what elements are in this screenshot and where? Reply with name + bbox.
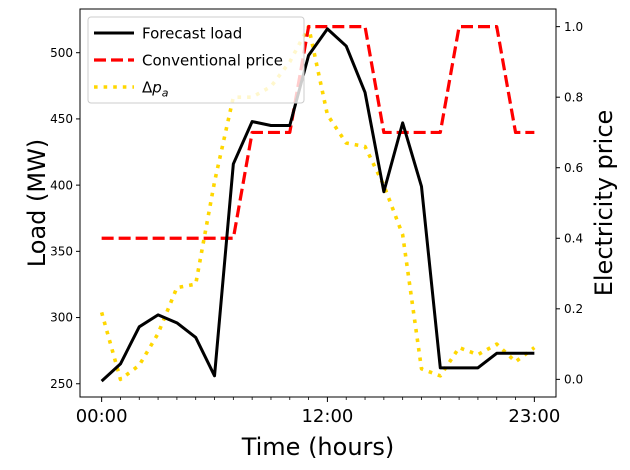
y-right-tick-label: 0.2 bbox=[564, 302, 583, 316]
y-left-tick-label: 400 bbox=[50, 178, 73, 192]
plot-frame bbox=[79, 8, 557, 398]
legend-box bbox=[87, 16, 305, 104]
y-left-tick-label: 450 bbox=[50, 112, 73, 126]
series-line-conventional-price bbox=[101, 25, 535, 240]
y-left-tick-label: 350 bbox=[50, 245, 73, 259]
legend-label: Δpa bbox=[142, 79, 169, 100]
series-line-forecast-load bbox=[100, 27, 535, 383]
y-right-tick-label: 0.8 bbox=[564, 90, 583, 104]
plot-area bbox=[99, 24, 536, 383]
y-left-tick-label: 300 bbox=[50, 311, 73, 325]
legend-label: Conventional price bbox=[142, 52, 283, 70]
y-right-tick-label: 0.4 bbox=[564, 231, 583, 245]
y-right-tick-label: 1.0 bbox=[564, 20, 583, 34]
legend-label: Forecast load bbox=[142, 25, 242, 43]
x-axis-title: Time (hours) bbox=[241, 433, 395, 461]
y-right-tick-label: 0.0 bbox=[564, 373, 583, 387]
x-tick-label: 00:00 bbox=[76, 406, 128, 427]
legend: Forecast load Conventional price Δpa bbox=[87, 16, 305, 104]
axes: 250 300 350 400 450 500 0.0 0.2 0.4 0.6 0.8 1.0 00:0… bbox=[23, 8, 618, 461]
y-left-tick-label: 250 bbox=[50, 377, 73, 391]
y-left-tick-label: 500 bbox=[50, 46, 73, 60]
y-left-axis-title: Load (MW) bbox=[23, 139, 51, 267]
y-right-axis-title: Electricity price bbox=[590, 110, 618, 297]
y-right-tick-label: 0.6 bbox=[564, 161, 583, 175]
x-tick-label: 12:00 bbox=[301, 406, 353, 427]
series-line--p bbox=[99, 24, 536, 382]
x-tick-label: 23:00 bbox=[508, 406, 560, 427]
